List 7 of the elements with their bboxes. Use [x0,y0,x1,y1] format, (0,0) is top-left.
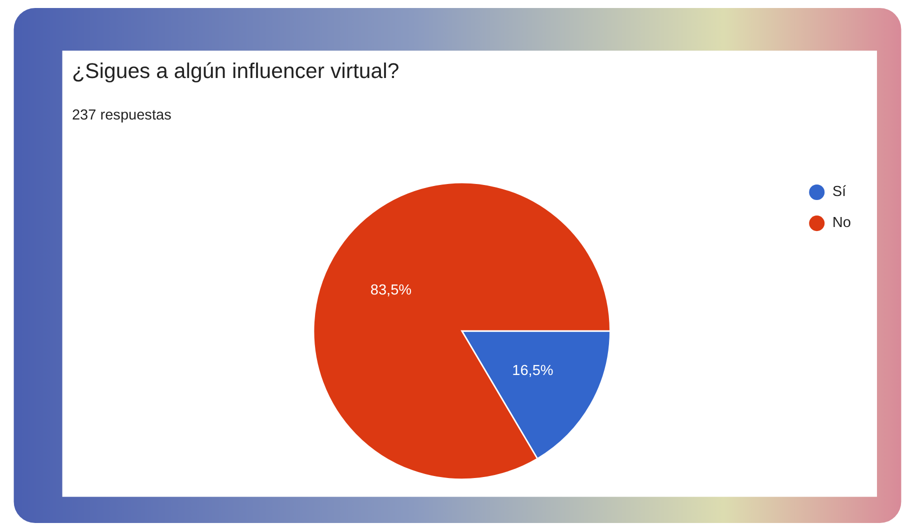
legend-label: Sí [832,184,846,200]
legend-label: No [832,215,851,232]
data-label: 16,5% [512,363,554,380]
text: 237 respuestas [72,108,172,124]
chart-title: ¿Sigues a algún influencer virtual? [72,58,400,83]
pie-slice [312,182,611,480]
data-label: 83,5% [370,282,412,298]
